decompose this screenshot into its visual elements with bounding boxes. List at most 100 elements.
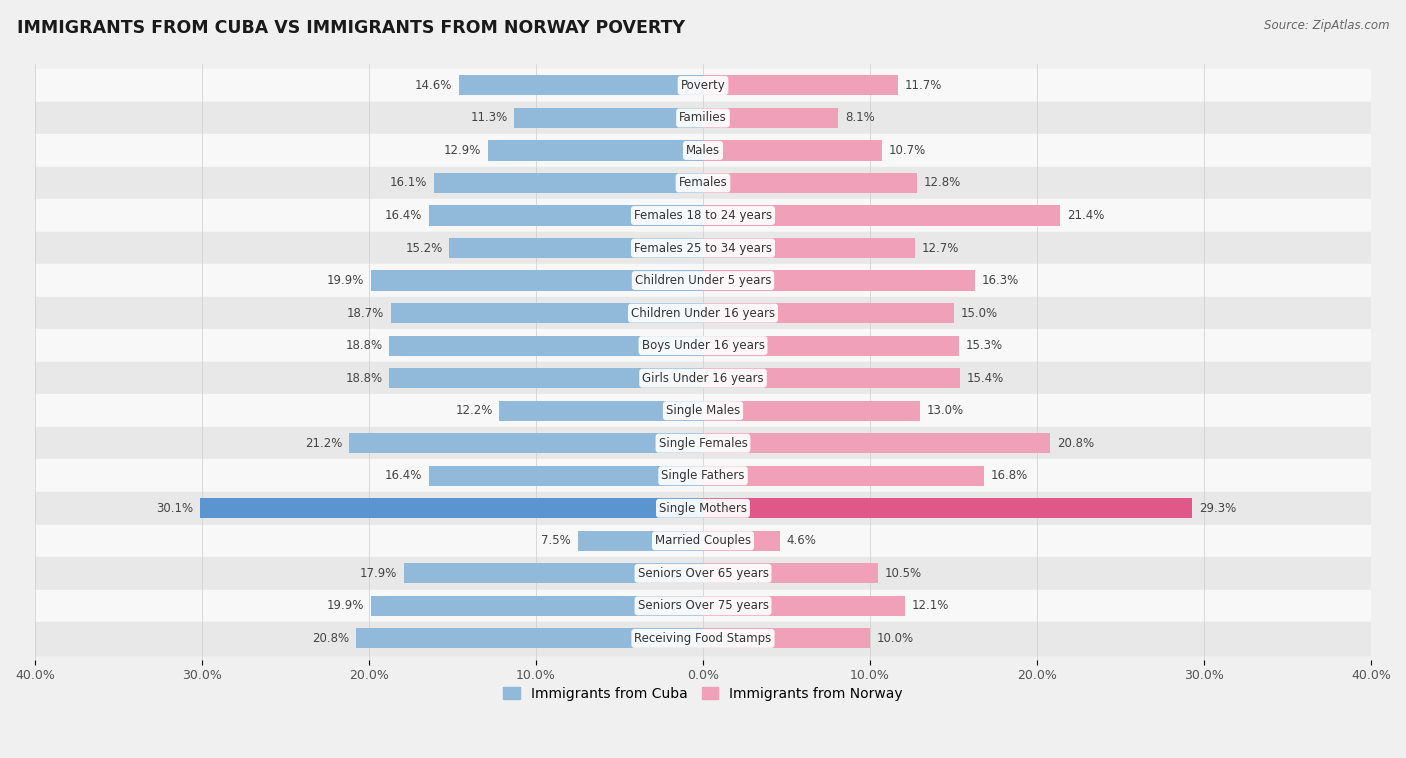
Bar (389, 336, 703, 356)
Text: Children Under 16 years: Children Under 16 years (631, 306, 775, 320)
Bar (35, 199, 1371, 232)
Text: 16.4%: 16.4% (385, 469, 422, 482)
Text: Females: Females (679, 177, 727, 190)
Bar (35, 134, 1371, 167)
Text: 18.7%: 18.7% (347, 306, 384, 320)
Bar (389, 368, 703, 388)
Bar (703, 140, 882, 161)
Text: Married Couples: Married Couples (655, 534, 751, 547)
Bar (35, 459, 1371, 492)
Text: Families: Families (679, 111, 727, 124)
Bar (200, 498, 703, 518)
Bar (371, 271, 703, 290)
Text: Single Females: Single Females (658, 437, 748, 449)
Legend: Immigrants from Cuba, Immigrants from Norway: Immigrants from Cuba, Immigrants from No… (498, 681, 908, 706)
Text: Seniors Over 75 years: Seniors Over 75 years (637, 600, 769, 612)
Bar (391, 303, 703, 323)
Text: Source: ZipAtlas.com: Source: ZipAtlas.com (1264, 19, 1389, 32)
Text: 29.3%: 29.3% (1199, 502, 1236, 515)
Bar (35, 265, 1371, 297)
Text: Females 18 to 24 years: Females 18 to 24 years (634, 209, 772, 222)
Text: Receiving Food Stamps: Receiving Food Stamps (634, 632, 772, 645)
Bar (703, 400, 920, 421)
Text: 10.0%: 10.0% (877, 632, 914, 645)
Text: Males: Males (686, 144, 720, 157)
Bar (703, 303, 953, 323)
Bar (515, 108, 703, 128)
Text: 30.1%: 30.1% (156, 502, 194, 515)
Bar (35, 297, 1371, 330)
Bar (703, 205, 1060, 226)
Bar (35, 69, 1371, 102)
Text: 7.5%: 7.5% (541, 534, 571, 547)
Text: 15.4%: 15.4% (967, 371, 1004, 384)
Bar (371, 596, 703, 616)
Text: 19.9%: 19.9% (326, 274, 364, 287)
Text: 8.1%: 8.1% (845, 111, 875, 124)
Bar (35, 557, 1371, 590)
Text: Females 25 to 34 years: Females 25 to 34 years (634, 242, 772, 255)
Bar (404, 563, 703, 584)
Bar (35, 525, 1371, 557)
Bar (460, 75, 703, 96)
Text: Children Under 5 years: Children Under 5 years (634, 274, 772, 287)
Bar (349, 433, 703, 453)
Bar (703, 596, 905, 616)
Bar (434, 173, 703, 193)
Text: 18.8%: 18.8% (346, 371, 382, 384)
Text: 16.8%: 16.8% (990, 469, 1028, 482)
Text: Girls Under 16 years: Girls Under 16 years (643, 371, 763, 384)
Bar (35, 427, 1371, 459)
Text: 20.8%: 20.8% (312, 632, 349, 645)
Bar (703, 108, 838, 128)
Text: 21.2%: 21.2% (305, 437, 342, 449)
Bar (429, 465, 703, 486)
Bar (499, 400, 703, 421)
Bar (703, 563, 879, 584)
Text: Poverty: Poverty (681, 79, 725, 92)
Text: 19.9%: 19.9% (326, 600, 364, 612)
Bar (703, 433, 1050, 453)
Bar (578, 531, 703, 551)
Text: 11.7%: 11.7% (905, 79, 942, 92)
Text: 16.4%: 16.4% (385, 209, 422, 222)
Bar (35, 330, 1371, 362)
Bar (35, 492, 1371, 525)
Bar (35, 394, 1371, 427)
Bar (35, 362, 1371, 394)
Text: 12.1%: 12.1% (911, 600, 949, 612)
Text: 20.8%: 20.8% (1057, 437, 1094, 449)
Text: 4.6%: 4.6% (786, 534, 817, 547)
Text: 12.8%: 12.8% (924, 177, 960, 190)
Text: 16.1%: 16.1% (389, 177, 427, 190)
Bar (488, 140, 703, 161)
Bar (703, 465, 984, 486)
Text: 11.3%: 11.3% (471, 111, 508, 124)
Text: Single Mothers: Single Mothers (659, 502, 747, 515)
Bar (703, 368, 960, 388)
Bar (703, 498, 1192, 518)
Text: 14.6%: 14.6% (415, 79, 453, 92)
Bar (35, 622, 1371, 655)
Text: 15.3%: 15.3% (965, 339, 1002, 352)
Text: 15.2%: 15.2% (405, 242, 443, 255)
Text: Seniors Over 65 years: Seniors Over 65 years (637, 567, 769, 580)
Text: 10.5%: 10.5% (884, 567, 922, 580)
Text: 18.8%: 18.8% (346, 339, 382, 352)
Bar (35, 102, 1371, 134)
Bar (356, 628, 703, 648)
Text: 10.7%: 10.7% (889, 144, 925, 157)
Bar (703, 75, 898, 96)
Text: 12.2%: 12.2% (456, 404, 492, 417)
Text: 12.9%: 12.9% (443, 144, 481, 157)
Bar (703, 336, 959, 356)
Bar (703, 628, 870, 648)
Bar (703, 173, 917, 193)
Text: 12.7%: 12.7% (922, 242, 959, 255)
Text: Single Fathers: Single Fathers (661, 469, 745, 482)
Bar (429, 205, 703, 226)
Text: 15.0%: 15.0% (960, 306, 997, 320)
Bar (703, 531, 780, 551)
Bar (703, 238, 915, 258)
Bar (703, 271, 976, 290)
